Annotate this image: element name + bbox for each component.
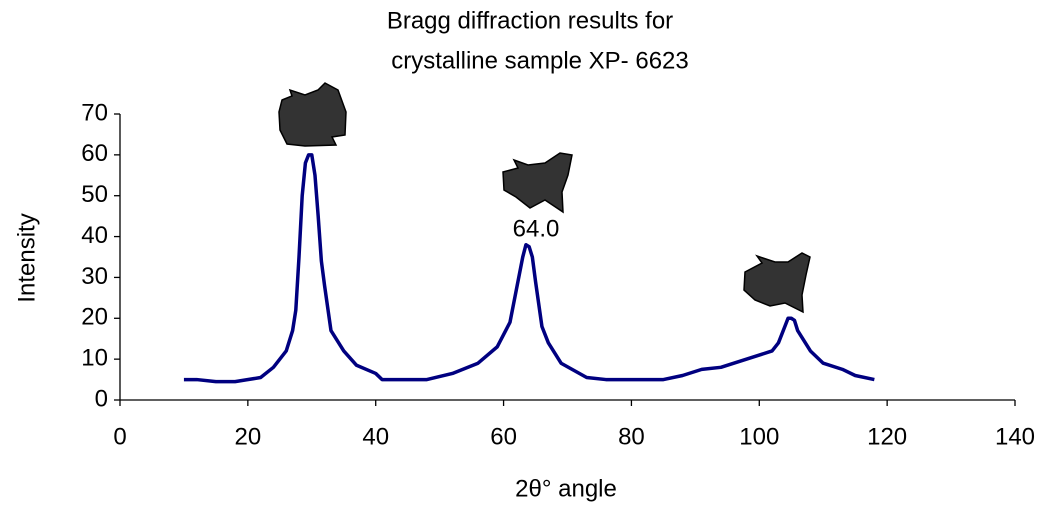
chart-title: Bragg diffraction results for (387, 7, 673, 34)
y-tick-label: 0 (95, 385, 108, 412)
y-tick-label: 10 (81, 344, 108, 371)
y-tick-label: 30 (81, 263, 108, 290)
x-tick-label: 120 (867, 423, 907, 450)
y-axis-label: Intensity (13, 213, 40, 302)
annotation: 64.0 (513, 215, 560, 242)
x-tick-label: 20 (235, 423, 262, 450)
y-tick-label: 60 (81, 140, 108, 167)
x-tick-label: 100 (739, 423, 779, 450)
crystal-icon (743, 252, 811, 314)
x-tick-label: 80 (618, 423, 645, 450)
x-tick-label: 40 (362, 423, 389, 450)
crystal-icon (502, 152, 573, 214)
y-tick-label: 40 (81, 222, 108, 249)
x-tick-label: 0 (113, 423, 126, 450)
crystal-icon (278, 82, 347, 147)
y-tick-label: 70 (81, 99, 108, 126)
data-line (183, 153, 875, 384)
y-tick-label: 50 (81, 181, 108, 208)
y-tick-label: 20 (81, 304, 108, 331)
x-tick-label: 140 (995, 423, 1035, 450)
chart-title: crystalline sample XP- 6623 (391, 47, 688, 74)
x-tick-label: 60 (490, 423, 517, 450)
x-axis-label: 2θ° angle (515, 475, 617, 502)
